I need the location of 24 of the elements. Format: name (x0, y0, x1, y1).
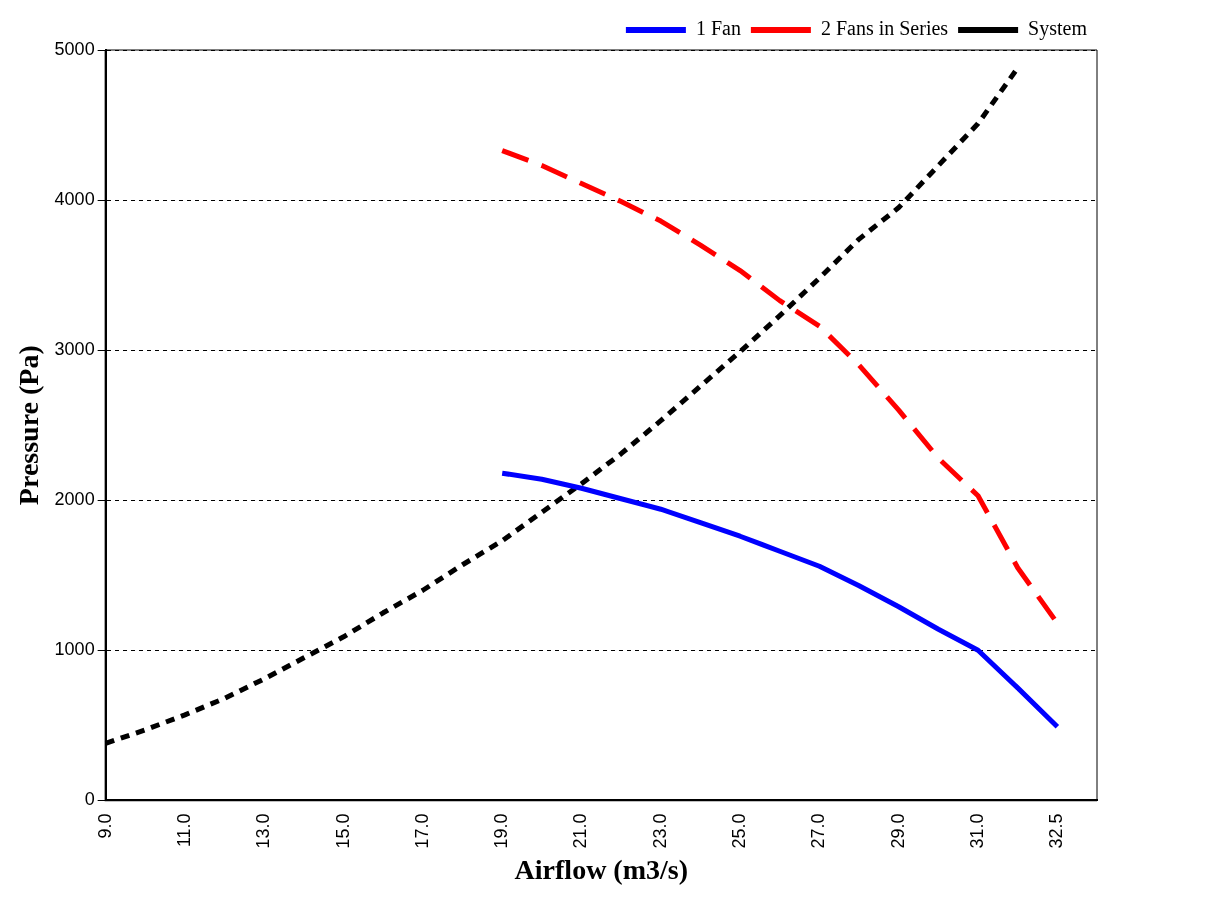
x-tick-label: 9.0 (94, 813, 115, 839)
x-axis-title: Airflow (m3/s) (514, 854, 689, 886)
y-tick-label: 4000 (54, 189, 95, 210)
x-tick-label: 27.0 (808, 813, 829, 849)
y-tick-label: 3000 (54, 339, 95, 360)
x-tick-label: 21.0 (570, 813, 591, 849)
y-tick-label: 1000 (54, 639, 95, 660)
legend-label: 2 Fans in Series (820, 17, 949, 40)
y-axis-title: Pressure (Pa) (13, 345, 45, 506)
x-tick-label: 29.0 (887, 813, 908, 849)
x-tick-label: 31.0 (967, 813, 988, 849)
y-tick-label: 0 (84, 789, 95, 810)
x-tick-label: 19.0 (491, 813, 512, 849)
x-tick-label: 23.0 (649, 813, 670, 849)
x-tick-label: 11.0 (173, 813, 194, 848)
x-tick-label: 25.0 (729, 813, 750, 849)
legend-label: System (1028, 17, 1088, 41)
x-tick-label: 13.0 (253, 813, 274, 849)
x-tick-label: 32.5 (1046, 813, 1067, 849)
x-tick-label: 15.0 (332, 813, 353, 849)
x-tick-label: 17.0 (411, 813, 432, 849)
y-tick-label: 2000 (54, 489, 95, 510)
y-tick-label: 5000 (54, 38, 95, 59)
legend-label: 1 Fan (695, 17, 741, 40)
